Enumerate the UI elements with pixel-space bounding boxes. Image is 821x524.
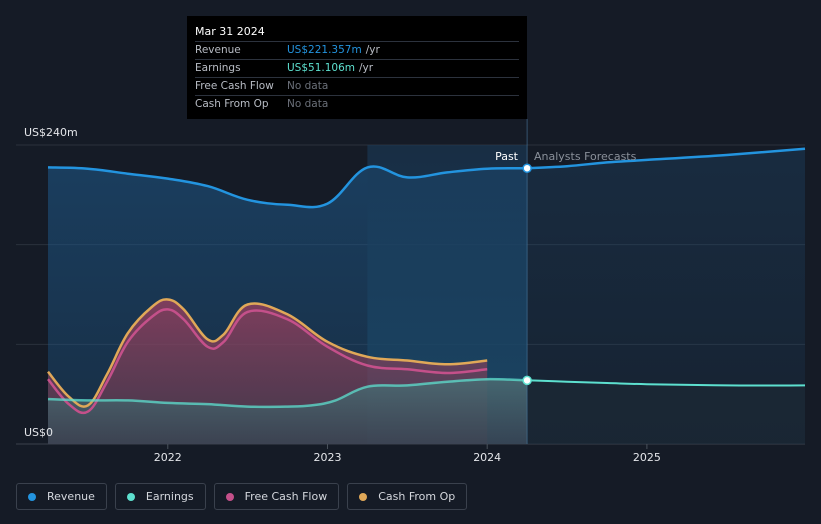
y-axis-top-label: US$240m (24, 126, 78, 139)
legend-label: Revenue (47, 490, 95, 503)
revenue-area-forecast (527, 148, 805, 444)
earnings-area-forecast (527, 380, 805, 444)
tooltip-row-cash-from-op: Cash From Op No data (195, 96, 519, 113)
tooltip-unit: /yr (365, 44, 380, 56)
legend-dot-icon (126, 492, 135, 501)
tooltip-value: US$221.357m (287, 44, 362, 56)
legend-dot-icon (225, 492, 234, 501)
legend-label: Cash From Op (378, 490, 456, 503)
legend: Revenue Earnings Free Cash Flow Cash Fro… (16, 483, 468, 510)
x-tick-label: 2025 (633, 451, 661, 464)
earnings-line-past (47, 377, 528, 409)
cash-from-op-line (47, 298, 488, 408)
legend-item-earnings[interactable]: Earnings (114, 483, 206, 510)
legend-dot-icon (28, 492, 36, 501)
x-tick-label: 2024 (473, 451, 501, 464)
markers (522, 163, 532, 386)
legend-dot-icon (359, 492, 368, 501)
revenue-marker (522, 163, 532, 173)
past-label: Past (495, 150, 519, 163)
tooltip-row-free-cash-flow: Free Cash Flow No data (195, 78, 519, 96)
x-tick-label: 2022 (154, 451, 182, 464)
earnings-marker (522, 375, 532, 386)
x-axis-ticks: 2022 2023 2024 2025 (154, 444, 661, 464)
tooltip-unit: /yr (359, 62, 374, 74)
series-areas (48, 145, 805, 445)
forecast-label: Analysts Forecasts (534, 150, 637, 163)
revenue-line-past (47, 165, 528, 209)
free-cash-flow-line (47, 308, 488, 415)
tooltip-label: Earnings (195, 62, 241, 74)
legend-item-free-cash-flow[interactable]: Free Cash Flow (213, 483, 340, 510)
legend-item-revenue[interactable]: Revenue (16, 483, 107, 510)
tooltip-row-earnings: Earnings US$51.106m /yr (195, 60, 519, 78)
tooltip-value: No data (287, 80, 329, 92)
tooltip-value: US$51.106m (287, 62, 355, 74)
tooltip-row-revenue: Revenue US$221.357m /yr (195, 42, 519, 60)
earnings-area-past (48, 379, 528, 444)
x-tick-label: 2023 (313, 451, 341, 464)
tooltip-label: Revenue (195, 44, 241, 56)
revenue-line-forecast (527, 147, 806, 170)
series-lines (47, 119, 806, 444)
tooltip-label: Free Cash Flow (195, 80, 274, 92)
legend-label: Free Cash Flow (244, 490, 328, 503)
tooltip-label: Cash From Op (195, 98, 269, 110)
legend-label: Earnings (145, 490, 194, 503)
y-axis-bottom-label: US$0 (24, 426, 53, 439)
legend-item-cash-from-op[interactable]: Cash From Op (347, 483, 468, 510)
earnings-line-forecast (527, 379, 806, 387)
tooltip-value: No data (287, 98, 329, 110)
hover-tooltip: Mar 31 2024 Revenue US$221.357m /yr Earn… (187, 16, 527, 119)
tooltip-date: Mar 31 2024 (195, 23, 519, 42)
